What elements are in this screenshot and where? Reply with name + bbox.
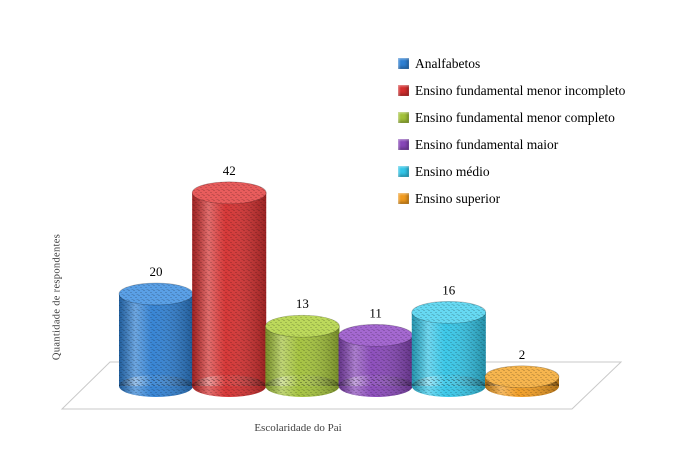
legend-marker xyxy=(398,58,409,69)
x-axis-title: Escolaridade do Pai xyxy=(254,422,342,434)
legend-marker xyxy=(398,193,409,204)
legend-marker xyxy=(398,112,409,123)
legend-item: Ensino superior xyxy=(398,185,625,212)
value-label: 20 xyxy=(150,264,163,279)
value-label: 42 xyxy=(223,163,236,178)
legend-label: Ensino fundamental menor incompleto xyxy=(415,82,626,98)
legend-item: Analfabetos xyxy=(398,50,625,77)
cylinder-bar: 20 xyxy=(118,264,194,397)
legend-item: Ensino fundamental menor incompleto xyxy=(398,77,625,104)
legend-label: Ensino fundamental maior xyxy=(415,136,559,152)
value-label: 2 xyxy=(519,347,526,362)
legend-item: Ensino fundamental menor completo xyxy=(398,104,625,131)
legend-label: Ensino superior xyxy=(415,190,501,206)
cylinder-bar: 13 xyxy=(265,296,340,397)
cylinder-bar: 42 xyxy=(191,163,267,397)
cylinder-bar: 2 xyxy=(484,347,560,397)
value-label: 13 xyxy=(296,296,309,311)
cylinder-bar: 11 xyxy=(338,305,413,397)
legend-marker xyxy=(398,85,409,96)
cylinder-bar: 16 xyxy=(411,282,487,397)
legend-marker xyxy=(398,139,409,150)
y-axis-title: Quantidade de respondentes xyxy=(51,233,63,361)
legend-label: Analfabetos xyxy=(415,55,481,71)
legend: Analfabetos Ensino fundamental menor inco… xyxy=(398,50,625,212)
legend-marker xyxy=(398,166,409,177)
value-label: 11 xyxy=(369,305,382,320)
value-label: 16 xyxy=(442,282,456,297)
chart-floor xyxy=(60,361,623,410)
legend-label: Ensino fundamental menor completo xyxy=(415,109,615,125)
legend-item: Ensino fundamental maior xyxy=(398,131,625,158)
legend-item: Ensino médio xyxy=(398,158,625,185)
legend-label: Ensino médio xyxy=(415,163,490,179)
